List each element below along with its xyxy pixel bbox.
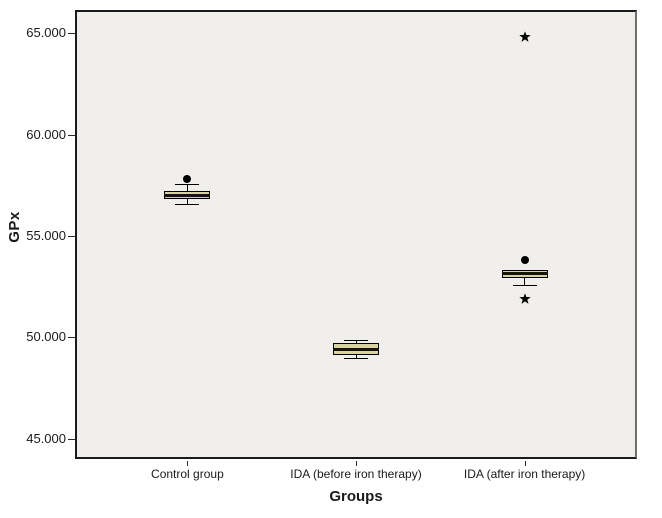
y-tick-label: 55.000: [26, 228, 66, 244]
y-tick-mark: [68, 33, 75, 35]
outlier-circle-marker: [183, 175, 192, 184]
median-line: [333, 348, 379, 352]
y-tick-mark: [68, 134, 75, 136]
whisker-lower: [524, 277, 526, 285]
y-tick-label: 60.000: [26, 126, 66, 142]
whisker-upper-cap: [175, 184, 200, 186]
x-tick-mark: [524, 461, 526, 466]
plot-area: [75, 10, 637, 459]
y-tick-label: 50.000: [26, 329, 66, 345]
y-tick-mark: [68, 236, 75, 238]
x-tick-mark: [356, 461, 357, 466]
whisker-upper: [186, 184, 188, 192]
y-tick-mark: [68, 337, 75, 339]
whisker-lower-cap: [175, 203, 200, 205]
x-category-label: IDA (after iron therapy): [463, 467, 586, 481]
median-line: [164, 193, 211, 197]
outlier-star-marker: [518, 31, 531, 43]
x-tick-mark: [187, 461, 189, 466]
x-category-label: IDA (before iron therapy): [290, 467, 422, 481]
median-line: [501, 272, 548, 276]
whisker-lower: [186, 198, 188, 204]
x-category-label: Control group: [151, 467, 224, 481]
y-tick-label: 45.000: [26, 430, 66, 446]
whisker-lower: [355, 355, 357, 358]
outlier-circle-marker: [520, 256, 529, 265]
y-tick-mark: [68, 438, 75, 440]
y-tick-label: 65.000: [26, 25, 66, 41]
whisker-upper: [355, 340, 357, 344]
whisker-lower-cap: [512, 284, 537, 286]
whisker-lower-cap: [344, 357, 368, 359]
plot-border: [75, 10, 637, 459]
x-axis-title: Groups: [329, 488, 383, 505]
whisker-upper-cap: [344, 340, 368, 342]
outlier-star-marker: [518, 293, 531, 305]
